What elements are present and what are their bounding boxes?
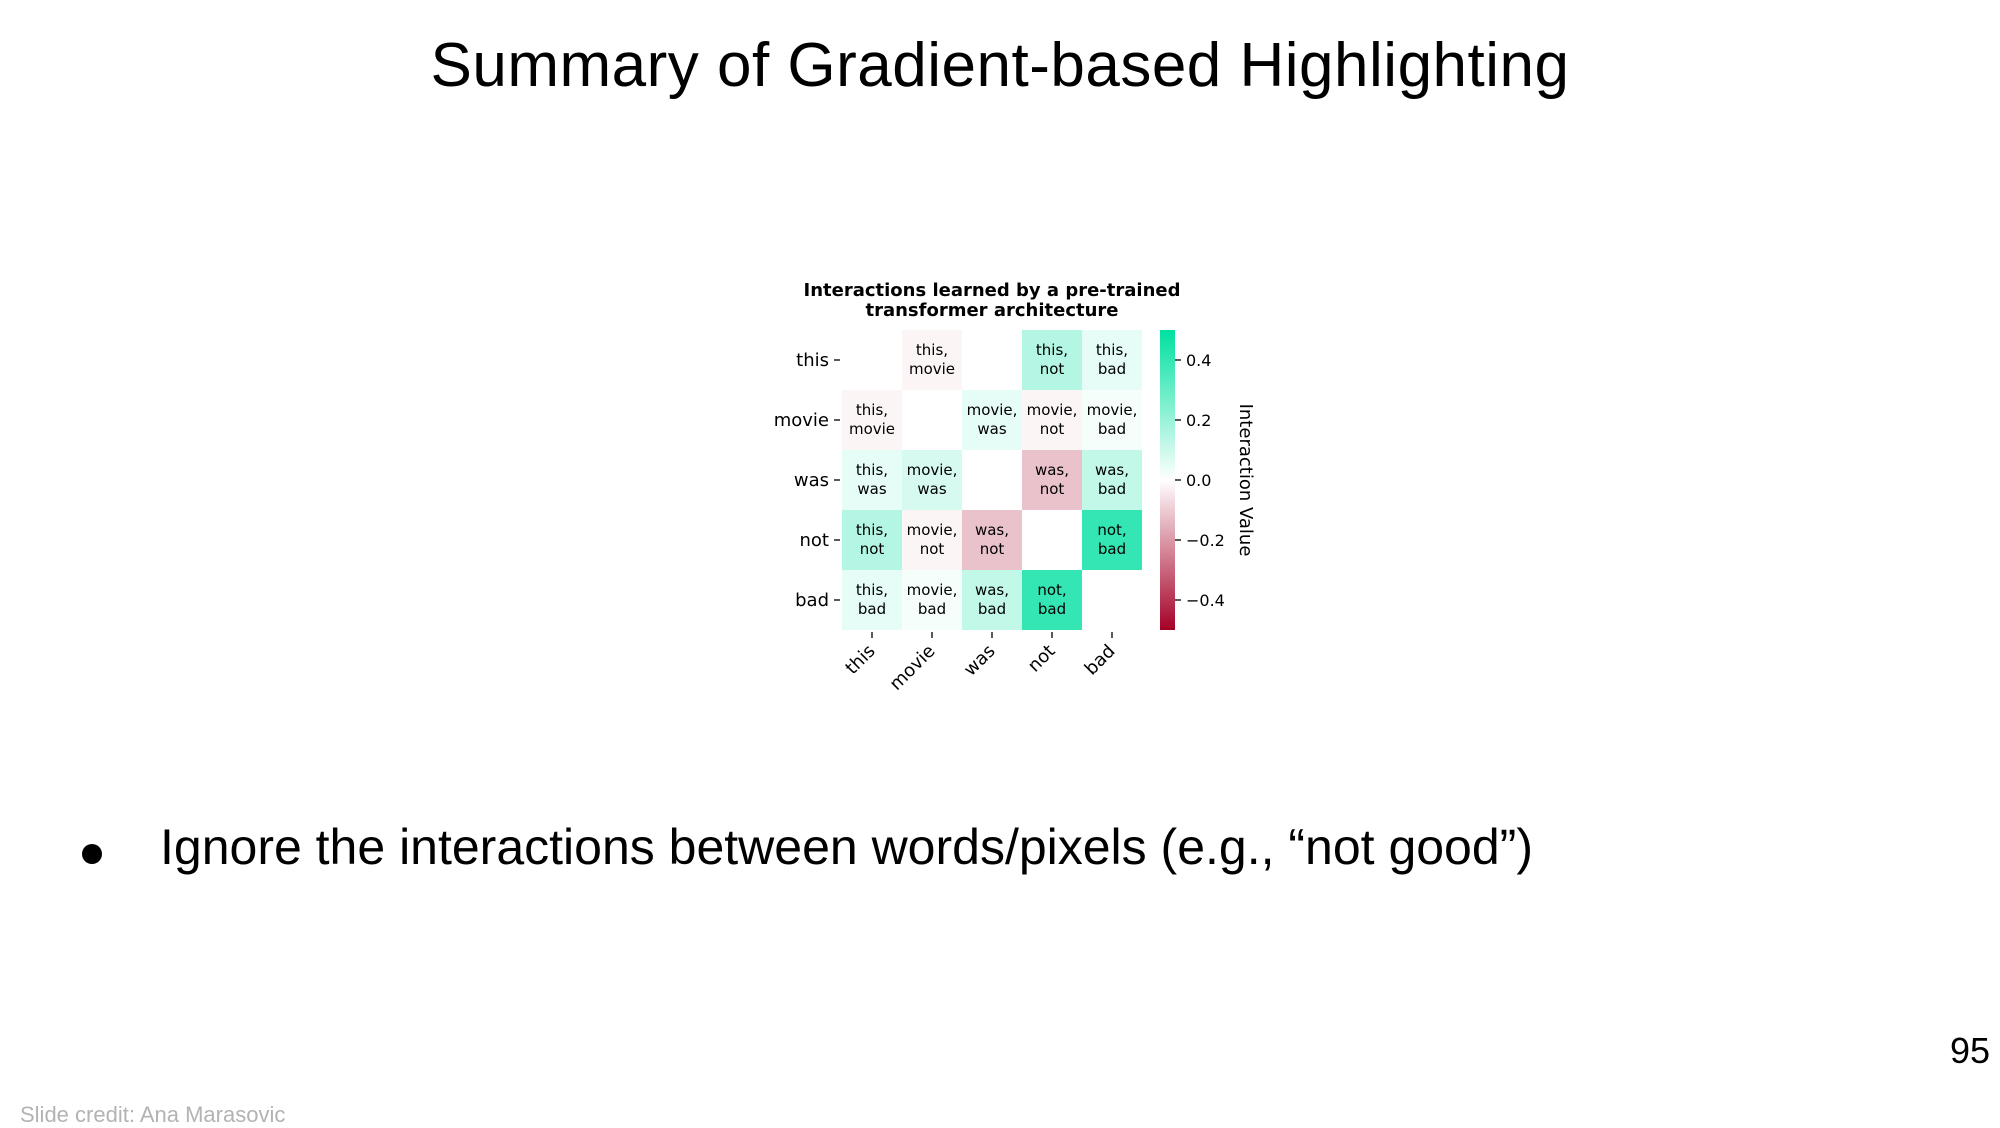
heatmap-cell [962,570,1022,630]
heatmap-cell [842,330,902,390]
heatmap-svg: Interactions learned by a pre-trainedtra… [774,280,1256,695]
x-tick-label: not [1024,641,1060,677]
slide-title: Summary of Gradient-based Highlighting [430,31,1570,100]
heatmap-cell [1022,570,1082,630]
heatmap-cell [1082,330,1142,390]
heatmap-cell [962,510,1022,570]
page-number: 95 [1949,1030,1990,1071]
bullet-dot [82,844,102,864]
cell-label: this, movie [849,401,895,438]
x-tick-label: this [841,641,879,679]
cell-label: not, bad [1037,581,1066,618]
heatmap-cell [1022,390,1082,450]
heatmap-cell [842,570,902,630]
cell-label: this, movie [909,341,955,378]
bullet-item: Ignore the interactions between words/pi… [82,818,1882,888]
heatmap-cell [902,510,962,570]
heatmap-cell [1082,390,1142,450]
colorbar-tick-label: −0.2 [1186,531,1225,550]
colorbar-tick-label: 0.4 [1186,351,1211,370]
cell-label: was, not [975,521,1009,558]
cell-label: this, bad [1096,341,1128,378]
y-tick-label: movie [774,410,829,431]
cell-label: was, bad [975,581,1009,618]
y-tick-label: this [796,350,829,371]
y-tick-label: not [800,530,829,551]
cell-label: this, not [1036,341,1068,378]
heatmap-cell [842,510,902,570]
cell-label: not, bad [1097,521,1126,558]
slide-credit: Slide credit: Ana Marasovic [20,1102,286,1127]
heatmap-cell [1022,510,1082,570]
y-tick-label: was [794,470,829,491]
cell-label: was, not [1035,461,1069,498]
heatmap-cell [842,390,902,450]
x-tick-label: movie [886,641,940,695]
bullet-text: Ignore the interactions between words/pi… [160,819,1533,875]
heatmap-cell [962,330,1022,390]
cell-label: was, bad [1095,461,1129,498]
x-tick-label: was [960,641,1000,681]
cell-label: movie, not [907,521,958,558]
heatmap-cell [962,450,1022,510]
cell-label: this, not [856,521,888,558]
cell-label: movie, was [907,461,958,498]
heatmap-cell [902,390,962,450]
chart-title-line: Interactions learned by a pre-trained [804,280,1181,301]
heatmap-cell [842,450,902,510]
heatmap-chart: Interactions learned by a pre-trained tra… [740,270,1340,720]
cell-label: movie, not [1027,401,1078,438]
colorbar-tick-label: 0.0 [1186,471,1211,490]
cell-label: movie, bad [907,581,958,618]
heatmap-cell [902,330,962,390]
colorbar-tick-label: 0.2 [1186,411,1211,430]
x-tick-label: bad [1081,641,1120,680]
heatmap-cell [902,450,962,510]
cell-label: this, was [856,461,888,498]
cell-label: movie, was [967,401,1018,438]
heatmap-cell [902,570,962,630]
colorbar [1160,330,1175,630]
heatmap-cell [1082,570,1142,630]
cell-label: movie, bad [1087,401,1138,438]
heatmap-cell [1082,510,1142,570]
chart-title-line: transformer architecture [865,300,1118,321]
cell-label: this, bad [856,581,888,618]
heatmap-cell [1082,450,1142,510]
y-tick-label: bad [795,590,829,611]
heatmap-cell [962,390,1022,450]
heatmap-cell [1022,330,1082,390]
heatmap-cell [1022,450,1082,510]
colorbar-label: Interaction Value [1235,404,1256,557]
colorbar-tick-label: −0.4 [1186,591,1225,610]
